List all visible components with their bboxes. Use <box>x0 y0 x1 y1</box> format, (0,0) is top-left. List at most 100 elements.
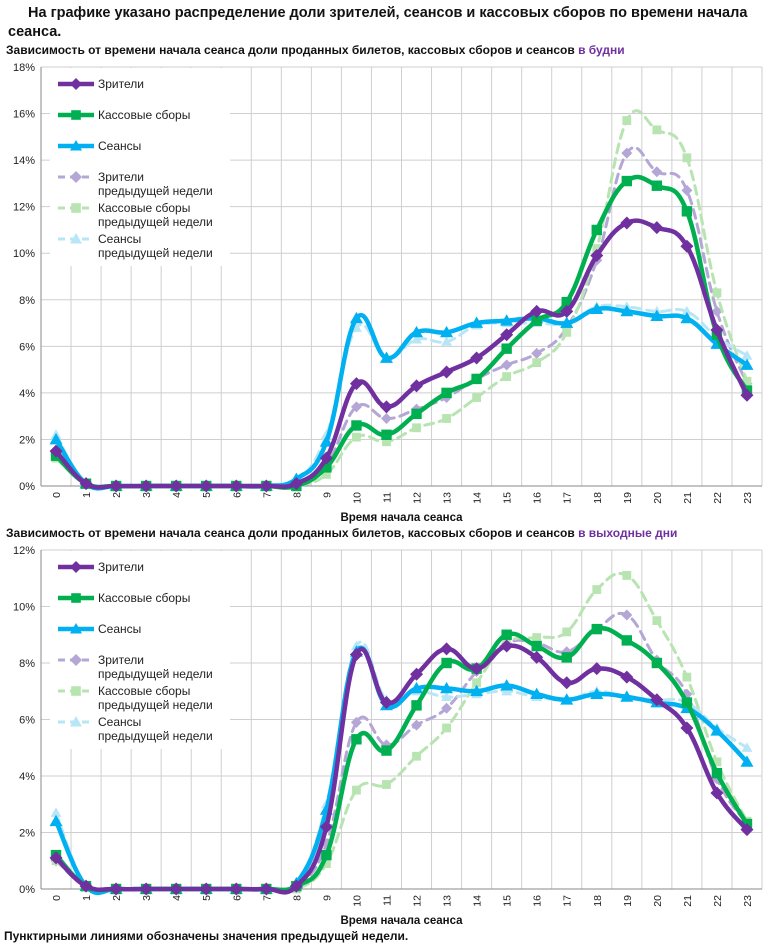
weekends-xtick-label: 1 <box>81 895 93 901</box>
weekends-legend-sublabel: предыдущей недели <box>98 667 213 681</box>
chart-title-weekdays-prefix: Зависимость от времени начала сеанса дол… <box>6 43 575 57</box>
weekends-point-boxoffice <box>711 767 723 779</box>
weekdays-legend-marker-viewers-prev <box>70 171 82 183</box>
weekends-point-viewers <box>500 639 514 653</box>
weekdays-point-sessions <box>560 316 574 328</box>
weekends-point-viewers <box>620 670 634 684</box>
weekdays-point-boxoffice <box>471 373 482 385</box>
weekdays-ytick-label: 8% <box>19 295 35 307</box>
weekends-legend-marker-boxoffice <box>71 593 81 603</box>
weekends-point-viewers-prev <box>561 646 573 658</box>
weekends-legend-marker-sessions-prev <box>70 716 82 727</box>
weekends-legend-bg <box>50 551 230 749</box>
weekdays-ytick-label: 16% <box>13 109 35 121</box>
weekends-xtick-label: 11 <box>381 895 393 906</box>
weekends-ytick-label: 0% <box>19 884 35 896</box>
weekends-point-boxoffice-prev <box>562 627 572 637</box>
weekdays-xtick-label: 3 <box>141 492 153 498</box>
weekdays-ytick-label: 12% <box>13 202 35 214</box>
weekdays-point-viewers <box>740 388 754 402</box>
weekends-ytick-label: 6% <box>19 715 35 727</box>
weekends-legend-label: Сеансы <box>98 622 141 636</box>
weekends-legend-marker-viewers-prev <box>70 654 82 666</box>
weekdays-point-sessions <box>349 311 363 324</box>
weekends-point-sessions <box>49 814 63 827</box>
page-headline: На графике указано распределение доли зр… <box>8 5 748 40</box>
weekends-point-viewers <box>560 676 574 690</box>
weekends-series-viewers <box>49 639 754 896</box>
weekdays-xtick-label: 23 <box>742 492 754 504</box>
weekends-point-sessions <box>590 687 604 699</box>
weekdays-point-boxoffice <box>651 180 663 191</box>
weekends-point-viewers-prev <box>621 609 633 621</box>
footnote: Пунктирными линиями обозначены значения … <box>4 929 409 943</box>
weekends-legend-label: Кассовые сборы <box>98 684 190 698</box>
weekends-xtick-label: 18 <box>592 895 604 907</box>
weekdays-xtick-label: 4 <box>171 492 183 498</box>
weekdays-legend-label: Кассовые сборы <box>98 108 190 122</box>
weekends-point-boxoffice <box>651 657 663 669</box>
weekdays-point-boxoffice-prev <box>382 437 391 447</box>
weekends-point-viewers <box>49 851 63 865</box>
weekdays-point-viewers <box>470 351 484 365</box>
weekends-point-viewers <box>440 642 454 656</box>
weekends-point-viewers <box>229 882 243 896</box>
weekends-xtick-label: 14 <box>472 895 484 907</box>
weekends-point-viewers <box>650 693 664 707</box>
weekends-point-boxoffice <box>591 623 602 635</box>
weekends-point-boxoffice-prev <box>472 678 482 688</box>
weekends-point-viewers <box>259 882 273 896</box>
weekdays-point-sessions-prev <box>441 336 453 346</box>
weekdays-point-sessions-prev <box>411 333 423 344</box>
weekdays-legend-marker-sessions <box>70 140 82 151</box>
weekdays-point-boxoffice <box>321 462 332 473</box>
weekdays-xtick-label: 15 <box>502 492 514 504</box>
chart-title-weekends-highlight: в выходные дни <box>578 526 678 540</box>
weekdays-point-boxoffice-prev <box>442 414 451 423</box>
weekdays-point-boxoffice-prev <box>712 288 722 298</box>
weekdays-legend-marker-boxoffice <box>71 110 81 120</box>
weekends-point-boxoffice <box>441 657 452 669</box>
weekends-point-boxoffice <box>411 700 422 711</box>
weekdays-point-boxoffice-prev <box>532 358 542 368</box>
weekends-legend-label: Зрители <box>98 560 144 574</box>
weekdays-point-boxoffice-prev <box>321 469 331 479</box>
weekdays-point-boxoffice-prev <box>682 153 692 163</box>
weekends-point-viewers <box>79 879 93 893</box>
weekdays-point-viewers <box>169 479 183 493</box>
weekends-point-viewers <box>680 721 694 735</box>
weekends-point-viewers <box>710 786 724 800</box>
weekends-xtick-label: 17 <box>562 895 574 907</box>
weekdays-point-sessions-prev <box>741 350 753 360</box>
weekdays-xtick-label: 17 <box>562 492 574 504</box>
weekends-xtick-label: 4 <box>171 895 183 901</box>
weekdays-point-boxoffice-prev <box>472 393 482 402</box>
weekends-point-boxoffice <box>321 849 332 861</box>
weekdays-point-boxoffice <box>531 315 542 326</box>
weekends-xaxis-label: Время начала сеанса <box>340 915 463 927</box>
weekdays-point-boxoffice-prev <box>652 125 662 135</box>
weekends-legend-label: Кассовые сборы <box>98 591 190 605</box>
weekdays-xtick-label: 20 <box>652 492 664 504</box>
weekends-xtick-label: 21 <box>682 895 694 907</box>
weekends-legend-marker-viewers <box>70 561 82 573</box>
weekends-point-sessions <box>410 681 424 694</box>
weekends-point-sessions <box>710 724 724 736</box>
weekends-xtick-label: 12 <box>412 895 424 907</box>
weekdays-xtick-label: 12 <box>412 492 424 504</box>
weekdays-point-sessions <box>620 304 634 317</box>
weekdays-point-viewers-prev <box>621 147 633 159</box>
weekends-chart: 0%2%4%6%8%10%12%0 1 2 3 4 5 6 7 8 9 10 11 12 13 14 15 16… <box>13 545 763 927</box>
weekends-xtick-label: 10 <box>351 895 363 907</box>
weekdays-point-viewers <box>530 304 544 318</box>
weekdays-xaxis-label: Время начала сеанса <box>340 512 463 524</box>
weekends-point-boxoffice-prev <box>622 571 632 580</box>
weekends-point-viewers <box>379 696 393 710</box>
weekdays-point-sessions <box>410 325 424 338</box>
chart-title-weekends: Зависимость от времени начала сеанса дол… <box>6 526 677 540</box>
weekends-ytick-label: 8% <box>19 658 35 670</box>
weekends-point-boxoffice-prev <box>532 633 542 642</box>
weekends-point-sessions <box>530 687 544 699</box>
weekends-point-sessions-prev <box>441 691 453 702</box>
